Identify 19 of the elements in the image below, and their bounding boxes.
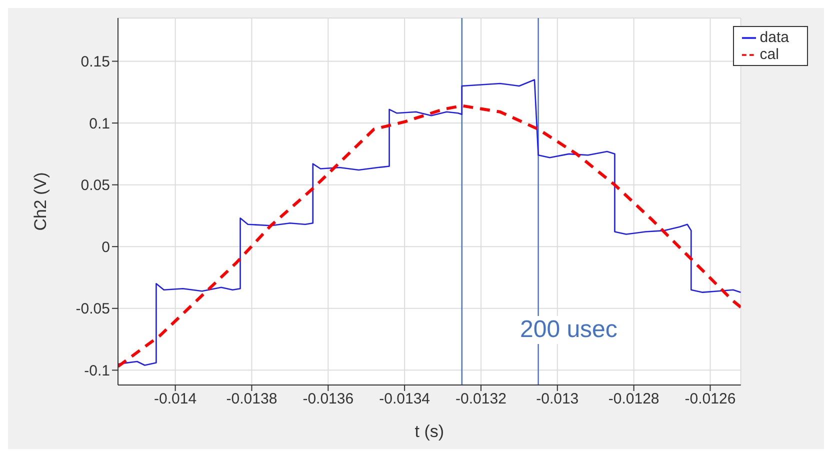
x-tick-label: -0.0134: [379, 390, 430, 408]
legend-label: cal: [760, 46, 779, 63]
y-tick-label: -0.1: [84, 362, 110, 380]
legend-label: data: [760, 29, 789, 46]
x-tick-label: -0.0128: [608, 390, 660, 408]
y-axis-title: Ch2 (V): [31, 172, 50, 231]
x-tick-label: -0.014: [154, 390, 197, 408]
y-tick-label: 0: [102, 238, 110, 256]
y-tick-label: 0.15: [80, 54, 110, 71]
x-tick-label: -0.0138: [226, 390, 278, 408]
x-tick-label: -0.0132: [456, 390, 506, 408]
x-axis-title: t (s): [414, 422, 444, 441]
y-tick-label: 0.1: [89, 115, 110, 132]
y-tick-label: -0.05: [76, 300, 110, 318]
x-tick-label: -0.013: [536, 390, 579, 408]
annotation: 200 usec: [518, 316, 620, 344]
y-tick-label: 0.05: [80, 177, 110, 194]
x-tick-label: -0.0136: [302, 390, 354, 408]
x-tick-label: -0.0126: [684, 390, 736, 408]
